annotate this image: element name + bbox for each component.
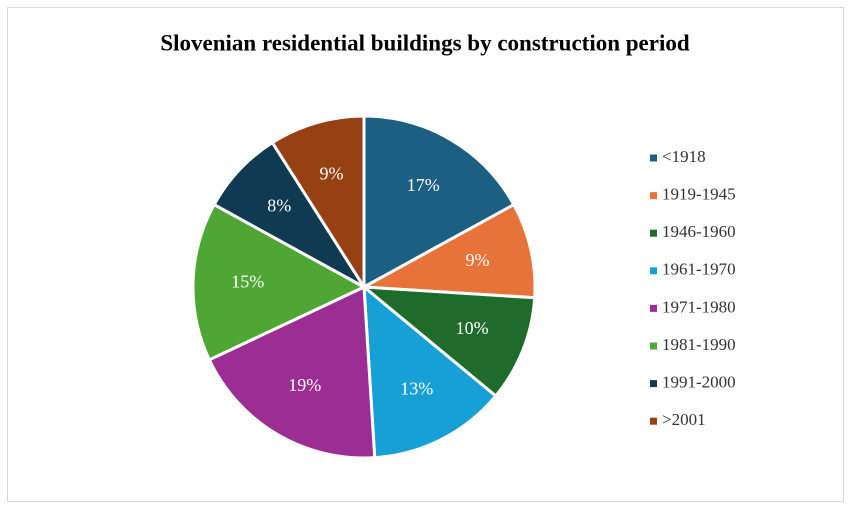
legend-label: 1961-1970 [662,260,736,279]
legend-label: 1981-1990 [662,335,736,354]
legend-swatch [650,229,657,237]
legend-label: 1919-1945 [662,185,736,204]
slice-label: 13% [400,379,433,399]
legend-swatch [650,192,657,200]
pie-slice [358,202,537,300]
slice-label: 8% [267,196,291,216]
legend-label: <1918 [662,147,706,166]
pie-slice [207,284,377,460]
legend-label: 1971-1980 [662,297,736,316]
chart-title: Slovenian residential buildings by const… [160,30,690,55]
legend-swatch [650,304,657,312]
slice-label: 17% [407,175,440,195]
pie-slice [359,285,537,399]
legend-swatch [650,267,657,275]
legend-label: 1991-2000 [662,373,736,392]
legend-swatch [650,380,657,388]
slice-label: 19% [288,375,321,395]
pie-slice [362,283,498,460]
slice-label: 9% [465,250,489,270]
legend-swatch [650,154,657,162]
legend-label: >2001 [662,410,706,429]
slice-label: 9% [320,163,344,183]
pie-slice [362,114,516,290]
legend-label: 1946-1960 [662,222,736,241]
pie-slice [191,202,368,362]
slice-label: 10% [456,318,489,338]
pie-slice [270,114,366,293]
legend-swatch [650,342,657,350]
legend-swatch [650,417,657,425]
slice-label: 15% [231,271,264,291]
